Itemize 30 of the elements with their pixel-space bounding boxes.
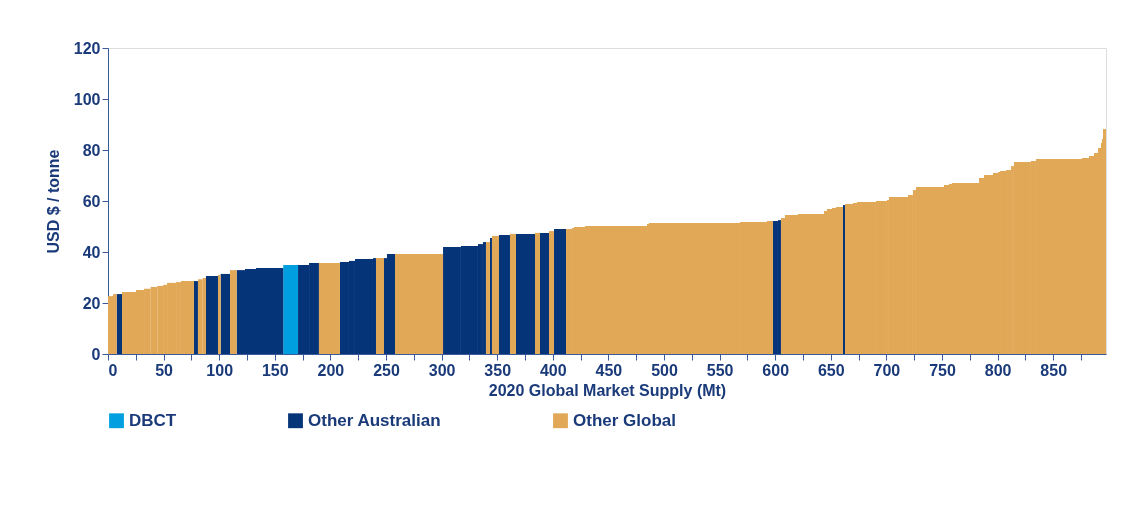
x-axis-title: 2020 Global Market Supply (Mt) — [488, 381, 727, 399]
x-tick-label: 50 — [155, 361, 174, 379]
y-tick-label: 20 — [82, 294, 101, 312]
x-tick-label: 350 — [484, 361, 512, 379]
y-tick-label: 120 — [73, 39, 101, 57]
y-tick-label: 100 — [73, 90, 101, 108]
x-tick-label: 150 — [261, 361, 289, 379]
y-tick-label: 80 — [82, 141, 101, 159]
y-tick-label: 0 — [91, 345, 101, 363]
x-tick-label: 650 — [817, 361, 845, 379]
x-tick-label: 750 — [929, 361, 956, 379]
x-tick-label: 200 — [317, 361, 345, 379]
x-tick-label: 600 — [762, 361, 790, 379]
y-axis-title: USD $ / tonne — [44, 149, 62, 254]
x-tick-label: 700 — [873, 361, 901, 379]
x-tick-label: 500 — [651, 361, 678, 379]
legend-label: Other Australian — [308, 410, 441, 430]
x-tick-label: 100 — [206, 361, 234, 379]
x-tick-label: 400 — [539, 361, 567, 379]
y-tick-label: 40 — [82, 243, 101, 261]
legend-label: DBCT — [129, 410, 177, 430]
x-tick-label: 450 — [595, 361, 623, 379]
x-tick-label: 800 — [984, 361, 1012, 379]
x-tick-label: 250 — [373, 361, 400, 379]
legend-label: Other Global — [573, 410, 676, 430]
y-tick-label: 60 — [82, 192, 101, 210]
x-tick-label: 300 — [428, 361, 456, 379]
x-tick-label: 0 — [108, 361, 118, 379]
x-tick-label: 850 — [1040, 361, 1068, 379]
x-tick-label: 550 — [706, 361, 734, 379]
